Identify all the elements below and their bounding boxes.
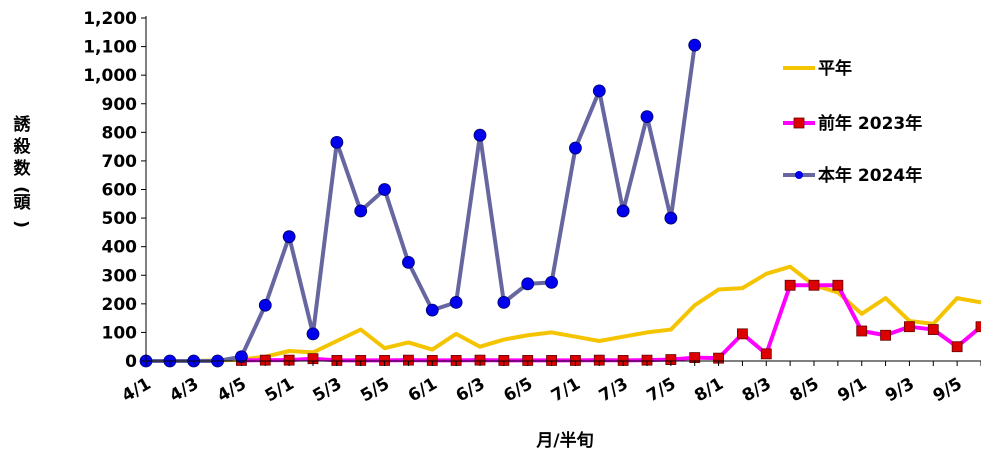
- x-tick-label: 7/5: [643, 374, 679, 406]
- series-layer: [139, 38, 981, 368]
- x-tick-label: 5/5: [357, 374, 393, 406]
- data-point: [258, 298, 272, 312]
- data-point: [425, 303, 439, 317]
- x-tick-label: 8/1: [691, 374, 727, 406]
- data-point: [640, 110, 654, 124]
- x-tick-label: 5/3: [309, 374, 345, 406]
- legend-label: 本年 2024年: [818, 165, 922, 186]
- x-tick-label: 8/5: [787, 374, 823, 406]
- data-point: [330, 135, 344, 149]
- x-tick-label: 7/1: [548, 374, 584, 406]
- data-point: [282, 230, 296, 244]
- x-tick-label: 4/3: [166, 374, 202, 406]
- y-tick-label: 1,100: [83, 38, 137, 58]
- y-tick-label: 900: [102, 95, 138, 115]
- data-point: [497, 296, 511, 309]
- data-point: [449, 296, 463, 309]
- data-point: [378, 183, 391, 196]
- data-point: [664, 211, 678, 225]
- data-point: [306, 327, 320, 341]
- legend-marker: [793, 117, 805, 129]
- x-tick-label: 6/5: [500, 374, 536, 406]
- x-axis-title: 月/半旬: [535, 430, 593, 451]
- y-tick-label: 300: [102, 266, 138, 286]
- y-axis-title-char: 頭: [14, 193, 32, 213]
- data-point: [951, 341, 963, 353]
- legend-item: 本年 2024年: [783, 165, 922, 186]
- y-tick-label: 1,000: [83, 66, 137, 86]
- data-point: [592, 84, 606, 98]
- series-line: [241, 283, 981, 363]
- x-tick-label: 4/5: [214, 374, 250, 406]
- x-tick-label: 6/1: [405, 374, 441, 406]
- y-axis-title-char: (: [11, 186, 31, 194]
- y-tick-label: 500: [102, 209, 138, 229]
- y-tick-label: 0: [125, 352, 137, 372]
- x-tick-label: 8/3: [739, 374, 775, 406]
- series-line: [146, 264, 981, 363]
- data-point: [616, 204, 630, 218]
- y-axis-title-char: ): [11, 220, 31, 228]
- data-point: [784, 279, 796, 291]
- data-point: [760, 348, 772, 360]
- data-point: [569, 141, 582, 155]
- data-point: [473, 128, 487, 142]
- y-axis-title-char: 数: [14, 158, 32, 179]
- data-point: [354, 204, 368, 218]
- y-axis-title: 誘殺数 (頭): [11, 114, 32, 228]
- x-tick-label: 9/1: [834, 374, 870, 406]
- x-tick-label: 5/1: [262, 374, 298, 406]
- x-tick-label: 7/3: [596, 374, 632, 406]
- y-axis-title-char: 殺: [13, 136, 32, 157]
- series-2: [139, 38, 702, 368]
- y-tick-label: 200: [102, 295, 138, 315]
- y-tick-label: 100: [102, 323, 138, 343]
- data-point: [856, 325, 868, 337]
- legend-item: 前年 2023年: [783, 113, 922, 134]
- y-tick-label: 800: [102, 123, 138, 143]
- y-axis-title-char: 誘: [14, 114, 32, 135]
- data-point: [904, 321, 915, 333]
- y-tick-label: 400: [102, 238, 138, 258]
- data-point: [402, 255, 415, 269]
- y-tick-label: 1,200: [83, 9, 137, 29]
- data-point: [880, 329, 891, 341]
- data-point: [927, 324, 939, 335]
- y-tick-label: 700: [102, 152, 138, 172]
- data-point: [545, 275, 558, 289]
- x-tick-label: 4/1: [119, 374, 155, 406]
- legend-marker: [795, 171, 803, 179]
- data-point: [521, 277, 535, 291]
- x-tick-label: 6/3: [453, 374, 489, 406]
- series-0: [146, 264, 981, 363]
- x-tick-label: 9/5: [930, 374, 966, 406]
- data-point: [975, 321, 981, 333]
- legend-item: 平年: [783, 58, 852, 79]
- x-tick-label: 9/3: [882, 374, 918, 406]
- series-1: [236, 279, 981, 366]
- y-tick-label: 600: [102, 181, 138, 201]
- legend-label: 前年 2023年: [818, 113, 922, 134]
- data-point: [808, 279, 820, 291]
- data-point: [737, 328, 748, 340]
- legend-label: 平年: [818, 58, 852, 79]
- data-point: [688, 38, 702, 52]
- series-line: [146, 44, 697, 363]
- data-point: [832, 279, 844, 291]
